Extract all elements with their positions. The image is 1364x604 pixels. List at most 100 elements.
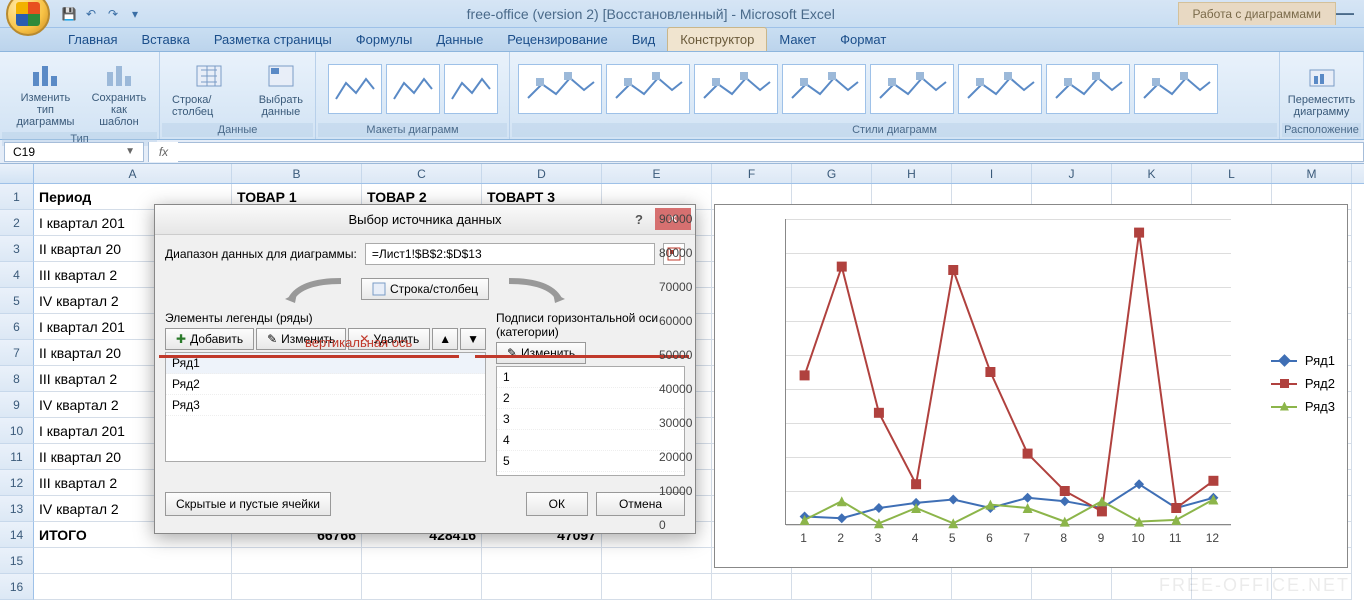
chart-layout-0[interactable] xyxy=(328,64,382,114)
row-header[interactable]: 9 xyxy=(0,392,34,418)
col-header-K[interactable]: K xyxy=(1112,164,1192,183)
chevron-down-icon[interactable]: ▼ xyxy=(125,146,135,157)
cell[interactable] xyxy=(482,548,602,574)
series-item[interactable]: Ряд2 xyxy=(166,374,485,395)
col-header-M[interactable]: M xyxy=(1272,164,1352,183)
col-header-A[interactable]: A xyxy=(34,164,232,183)
col-header-I[interactable]: I xyxy=(952,164,1032,183)
cell[interactable] xyxy=(952,574,1032,600)
embedded-chart[interactable]: Ряд1Ряд2Ряд3 010000200003000040000500006… xyxy=(714,204,1348,568)
ok-button[interactable]: ОК xyxy=(526,492,588,516)
switch-row-col-dialog-button[interactable]: Строка/столбец xyxy=(361,278,489,300)
row-header[interactable]: 4 xyxy=(0,262,34,288)
category-item[interactable]: 4 xyxy=(497,430,684,451)
chart-layout-1[interactable] xyxy=(386,64,440,114)
cell[interactable] xyxy=(602,574,712,600)
category-item[interactable]: 2 xyxy=(497,388,684,409)
ribbon-tab-5[interactable]: Рецензирование xyxy=(495,28,619,51)
category-item[interactable]: 1 xyxy=(497,367,684,388)
category-item[interactable]: 3 xyxy=(497,409,684,430)
col-header-D[interactable]: D xyxy=(482,164,602,183)
dialog-help-button[interactable]: ? xyxy=(627,208,651,230)
row-header[interactable]: 8 xyxy=(0,366,34,392)
move-chart-button[interactable]: Переместить диаграмму xyxy=(1284,58,1359,120)
ribbon-tab-8[interactable]: Макет xyxy=(767,28,828,51)
row-header[interactable]: 3 xyxy=(0,236,34,262)
ribbon-tab-4[interactable]: Данные xyxy=(424,28,495,51)
cell[interactable] xyxy=(602,548,712,574)
row-header[interactable]: 11 xyxy=(0,444,34,470)
row-header[interactable]: 1 xyxy=(0,184,34,210)
series-listbox[interactable]: Ряд1Ряд2Ряд3 xyxy=(165,352,486,462)
row-header[interactable]: 14 xyxy=(0,522,34,548)
ribbon-tab-0[interactable]: Главная xyxy=(56,28,129,51)
ribbon-tab-6[interactable]: Вид xyxy=(620,28,668,51)
series-item[interactable]: Ряд3 xyxy=(166,395,485,416)
cell[interactable] xyxy=(1032,574,1112,600)
undo-icon[interactable]: ↶ xyxy=(82,6,100,22)
cell[interactable] xyxy=(712,574,792,600)
chart-style-1[interactable] xyxy=(606,64,690,114)
redo-icon[interactable]: ↷ xyxy=(104,6,122,22)
ribbon-tab-7[interactable]: Конструктор xyxy=(667,27,767,51)
select-data-button[interactable]: Выбрать данные xyxy=(255,58,307,120)
cell[interactable] xyxy=(232,548,362,574)
cell[interactable] xyxy=(362,574,482,600)
cell[interactable] xyxy=(872,574,952,600)
col-header-G[interactable]: G xyxy=(792,164,872,183)
category-item[interactable]: 5 xyxy=(497,451,684,472)
save-icon[interactable]: 💾 xyxy=(60,6,78,22)
cell[interactable] xyxy=(34,574,232,600)
edit-axis-button[interactable]: ✎Изменить xyxy=(496,342,586,364)
col-header-J[interactable]: J xyxy=(1032,164,1112,183)
fx-button[interactable]: fx xyxy=(148,142,178,162)
col-header-C[interactable]: C xyxy=(362,164,482,183)
col-header-L[interactable]: L xyxy=(1192,164,1272,183)
ribbon-tab-1[interactable]: Вставка xyxy=(129,28,201,51)
row-header[interactable]: 12 xyxy=(0,470,34,496)
col-header-H[interactable]: H xyxy=(872,164,952,183)
chart-style-7[interactable] xyxy=(1134,64,1218,114)
change-chart-type-button[interactable]: Изменить тип диаграммы xyxy=(8,56,83,130)
chart-style-2[interactable] xyxy=(694,64,778,114)
ribbon-tab-3[interactable]: Формулы xyxy=(344,28,425,51)
chart-style-4[interactable] xyxy=(870,64,954,114)
row-header[interactable]: 5 xyxy=(0,288,34,314)
minimize-icon[interactable]: — xyxy=(1336,3,1354,24)
row-header[interactable]: 15 xyxy=(0,548,34,574)
row-header[interactable]: 10 xyxy=(0,418,34,444)
chart-style-6[interactable] xyxy=(1046,64,1130,114)
chart-style-5[interactable] xyxy=(958,64,1042,114)
cell[interactable] xyxy=(232,574,362,600)
cell[interactable] xyxy=(362,548,482,574)
row-header[interactable]: 6 xyxy=(0,314,34,340)
row-header[interactable]: 2 xyxy=(0,210,34,236)
save-as-template-button[interactable]: Сохранить как шаблон xyxy=(87,56,151,130)
row-header[interactable]: 7 xyxy=(0,340,34,366)
row-header[interactable]: 16 xyxy=(0,574,34,600)
category-listbox[interactable]: 12345 xyxy=(496,366,685,476)
row-header[interactable]: 13 xyxy=(0,496,34,522)
col-header-E[interactable]: E xyxy=(602,164,712,183)
select-all-corner[interactable] xyxy=(0,164,34,183)
col-header-B[interactable]: B xyxy=(232,164,362,183)
chart-range-input[interactable] xyxy=(365,243,655,265)
cell[interactable] xyxy=(792,574,872,600)
chart-style-3[interactable] xyxy=(782,64,866,114)
col-header-F[interactable]: F xyxy=(712,164,792,183)
switch-row-col-button[interactable]: Строка/столбец xyxy=(168,58,251,120)
cell[interactable] xyxy=(482,574,602,600)
formula-input[interactable] xyxy=(178,142,1364,162)
move-down-button[interactable]: ▼ xyxy=(460,328,486,350)
cell[interactable] xyxy=(34,548,232,574)
ribbon-tab-2[interactable]: Разметка страницы xyxy=(202,28,344,51)
ribbon-tab-9[interactable]: Формат xyxy=(828,28,898,51)
qat-dropdown-icon[interactable]: ▾ xyxy=(126,6,144,22)
move-up-button[interactable]: ▲ xyxy=(432,328,458,350)
move-chart-icon xyxy=(1306,60,1338,92)
add-series-button[interactable]: ✚Добавить xyxy=(165,328,254,350)
chart-layout-2[interactable] xyxy=(444,64,498,114)
hidden-cells-button[interactable]: Скрытые и пустые ячейки xyxy=(165,492,331,516)
chart-style-0[interactable] xyxy=(518,64,602,114)
name-box[interactable]: C19 ▼ xyxy=(4,142,144,162)
